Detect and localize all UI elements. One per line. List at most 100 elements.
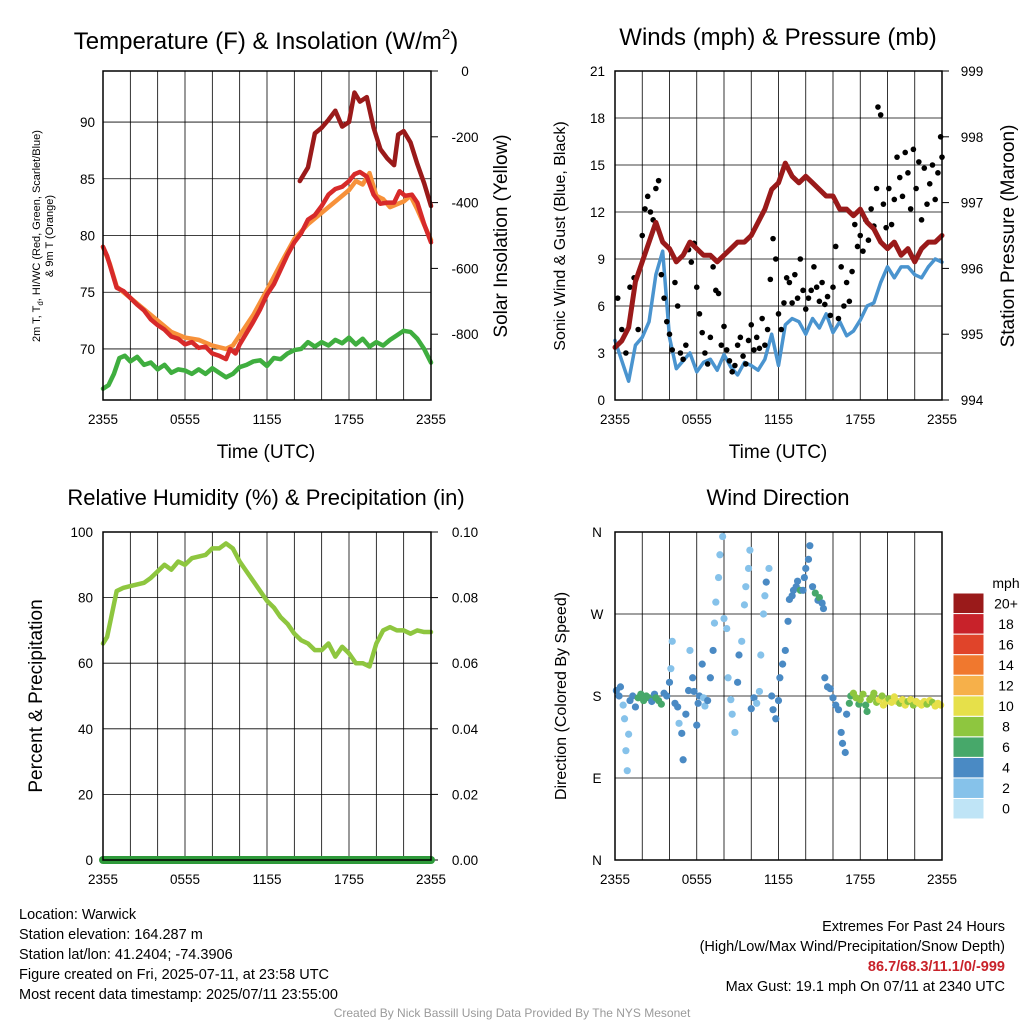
extremes-legend: (High/Low/Max Wind/Precipitation/Snow De… <box>699 939 1005 955</box>
gust-point <box>805 295 812 301</box>
gust-point <box>907 206 914 212</box>
direction-point <box>724 674 732 682</box>
gust-point <box>707 334 714 341</box>
gust-point <box>639 232 646 239</box>
gust-point <box>745 337 752 344</box>
gust-point <box>672 279 678 286</box>
gust-point <box>849 268 855 275</box>
direction-point <box>829 694 837 702</box>
temp-series-dewpoint <box>100 328 434 391</box>
gust-point <box>929 162 936 168</box>
gust-point <box>902 149 909 156</box>
temperature-left-axis-label-line2: & 9m T (Orange) <box>44 195 56 277</box>
colorbar-label: 8 <box>1002 719 1010 735</box>
colorbar-label: 14 <box>998 657 1014 673</box>
gust-point <box>891 196 898 203</box>
gust-point <box>674 303 681 309</box>
gust-point <box>627 284 633 291</box>
colorbar-label: 18 <box>998 616 1014 632</box>
direction-point <box>856 696 864 704</box>
direction-point <box>753 699 761 707</box>
dir-y-tick-label: N <box>592 853 602 868</box>
gust-point <box>857 232 864 239</box>
colorbar-label: 16 <box>998 636 1014 652</box>
direction-point <box>862 701 870 709</box>
wind-y-tick-label: 21 <box>590 64 605 79</box>
direction-point <box>686 646 694 655</box>
rh-x-tick-label: 0555 <box>170 872 200 887</box>
direction-point <box>679 756 687 764</box>
gust-point <box>852 221 858 228</box>
dir-y-tick-label: E <box>592 771 601 786</box>
direction-point <box>738 637 746 645</box>
temp-y-tick-label: 85 <box>80 172 95 187</box>
dir-y-tick-label: W <box>591 607 604 622</box>
colorbar-swatch <box>952 756 985 779</box>
gust-point <box>770 235 776 242</box>
direction-point <box>625 730 633 738</box>
temp-x-tick-label: 2355 <box>88 412 118 427</box>
direction-left-axis-label: Direction (Colored By Speed) <box>553 592 570 800</box>
direction-point <box>694 699 702 707</box>
extremes-title: Extremes For Past 24 Hours <box>822 919 1005 935</box>
gust-point <box>886 185 892 192</box>
gust-point <box>935 170 941 176</box>
wind-left-axis-label: Sonic Wind & Gust (Blue, Black) <box>552 121 569 350</box>
extremes-values: 86.7/68.3/11.1/0/-999 <box>867 959 1005 975</box>
direction-point <box>793 577 802 585</box>
colorbar-label: 2 <box>1002 780 1010 796</box>
wind-right-axis-label: Station Pressure (Maroon) <box>998 125 1019 348</box>
direction-plot-area: N E S W N 2355 0555 1155 1755 2355 <box>591 525 957 887</box>
rh-y-tick-label: 40 <box>78 722 93 737</box>
wind-x-tick-label: 1755 <box>845 412 875 427</box>
colorbar-swatch <box>952 654 985 676</box>
wind-right-tick-label: 997 <box>961 196 984 211</box>
gust-point <box>772 256 779 262</box>
rh-x-tick-label: 2355 <box>88 872 118 887</box>
rh-x-tick-label: 1155 <box>252 872 281 887</box>
gust-point <box>894 154 900 160</box>
direction-point <box>841 748 849 757</box>
gust-point <box>792 271 798 278</box>
temp-x-tick-label: 0555 <box>170 412 200 427</box>
direction-point <box>631 703 640 711</box>
rh-x-tick-label: 1755 <box>334 872 364 887</box>
colorbar-swatch <box>952 695 985 717</box>
direction-point <box>712 598 720 606</box>
gust-point <box>808 287 814 294</box>
direction-point <box>821 674 829 682</box>
direction-point <box>689 674 697 682</box>
temperature-panel-title: Temperature (F) & Insolation (W/m2) <box>74 26 458 55</box>
dir-x-tick-label: 0555 <box>682 872 712 887</box>
wind-series-pressure <box>612 160 945 350</box>
gust-point <box>896 174 903 181</box>
temp-y-tick-label: 90 <box>80 115 95 130</box>
temp-x-tick-label: 1755 <box>334 412 364 427</box>
gust-point <box>797 256 804 262</box>
gust-point <box>883 224 889 231</box>
direction-point <box>784 617 792 625</box>
direction-point <box>774 696 783 705</box>
gust-point <box>800 287 806 294</box>
direction-point <box>735 651 743 659</box>
gust-point <box>913 185 919 192</box>
wind-x-tick-label: 1155 <box>764 412 793 427</box>
direction-point <box>710 619 719 627</box>
rh-y-tick-label: 60 <box>78 656 93 671</box>
wind-frame <box>614 70 943 401</box>
temp-right-tick-label: 0 <box>461 64 469 79</box>
colorbar-label: 12 <box>998 677 1014 693</box>
rh-y-tick-label: 80 <box>78 591 93 606</box>
gust-point <box>693 284 700 291</box>
temp-frame <box>102 70 432 401</box>
gust-point <box>723 347 730 353</box>
gust-point <box>932 196 938 203</box>
direction-point <box>755 687 764 696</box>
direction-point <box>746 546 754 554</box>
gust-point <box>710 264 716 270</box>
direction-point <box>799 586 807 594</box>
direction-point <box>682 710 690 718</box>
wind-pressure-panel: Winds (mph) & Pressure (mb) 0 3 6 9 12 15 18 21… <box>552 24 1019 463</box>
direction-point <box>870 689 878 697</box>
